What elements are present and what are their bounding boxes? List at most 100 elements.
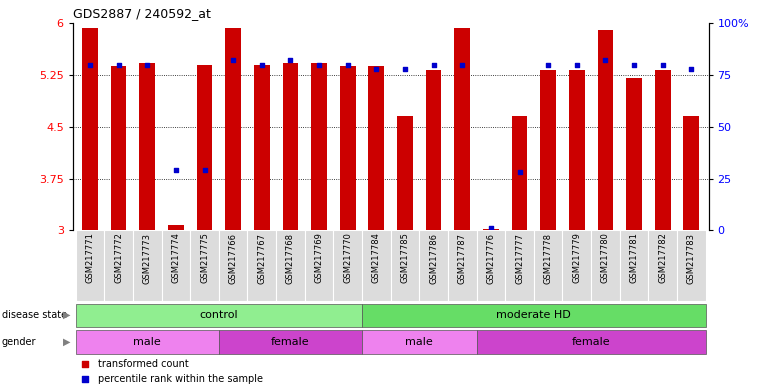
Point — [80, 376, 92, 382]
Text: GSM217779: GSM217779 — [572, 233, 581, 283]
Text: GSM217775: GSM217775 — [200, 233, 209, 283]
Bar — [534, 230, 562, 301]
Bar — [391, 230, 419, 301]
Bar — [197, 65, 212, 230]
Bar — [283, 63, 298, 230]
Text: GSM217782: GSM217782 — [658, 233, 667, 283]
Bar — [333, 230, 362, 301]
Text: GSM217773: GSM217773 — [142, 233, 152, 283]
Text: GSM217776: GSM217776 — [486, 233, 496, 283]
Bar — [655, 70, 670, 230]
Text: GSM217766: GSM217766 — [228, 233, 237, 283]
Bar — [276, 230, 305, 301]
Bar — [483, 229, 499, 230]
Text: GSM217784: GSM217784 — [372, 233, 381, 283]
Bar — [76, 330, 219, 354]
Bar — [476, 230, 506, 301]
Point — [513, 169, 525, 175]
Text: GSM217767: GSM217767 — [257, 233, 267, 283]
Point — [686, 66, 698, 72]
Text: GSM217778: GSM217778 — [544, 233, 553, 283]
Bar — [133, 230, 162, 301]
Point — [170, 167, 182, 173]
Bar — [454, 28, 470, 230]
Bar — [340, 66, 355, 230]
Text: GDS2887 / 240592_at: GDS2887 / 240592_at — [73, 7, 211, 20]
Bar — [104, 230, 133, 301]
Point — [599, 57, 611, 63]
Text: female: female — [571, 337, 611, 347]
Point — [313, 61, 326, 68]
Text: GSM217770: GSM217770 — [343, 233, 352, 283]
Bar — [591, 230, 620, 301]
Point — [113, 61, 125, 68]
Point — [399, 66, 411, 72]
Point — [571, 61, 583, 68]
Point — [141, 61, 153, 68]
Point — [83, 61, 96, 68]
Text: disease state: disease state — [2, 310, 67, 320]
Point — [427, 61, 440, 68]
Text: GSM217781: GSM217781 — [630, 233, 639, 283]
Point — [227, 57, 239, 63]
Bar — [677, 230, 705, 301]
Bar — [476, 330, 705, 354]
Bar — [620, 230, 648, 301]
Text: GSM217772: GSM217772 — [114, 233, 123, 283]
Bar — [362, 230, 391, 301]
Bar — [362, 330, 476, 354]
Bar — [448, 230, 476, 301]
Text: GSM217769: GSM217769 — [315, 233, 323, 283]
Point — [80, 361, 92, 367]
Bar — [562, 230, 591, 301]
Bar — [225, 28, 241, 230]
Bar — [569, 70, 584, 230]
Point — [256, 61, 268, 68]
Text: moderate HD: moderate HD — [496, 310, 571, 320]
Text: GSM217785: GSM217785 — [401, 233, 410, 283]
Point — [342, 61, 354, 68]
Text: percentile rank within the sample: percentile rank within the sample — [98, 374, 264, 384]
Bar — [111, 66, 126, 230]
Point — [542, 61, 555, 68]
Bar — [683, 116, 699, 230]
Bar — [540, 70, 556, 230]
Bar — [397, 116, 413, 230]
Bar — [76, 230, 104, 301]
Point — [198, 167, 211, 173]
Text: GSM217786: GSM217786 — [429, 233, 438, 283]
Point — [628, 61, 640, 68]
Bar — [368, 66, 385, 230]
Bar — [76, 303, 362, 327]
Text: control: control — [199, 310, 238, 320]
Bar — [362, 303, 705, 327]
Text: GSM217783: GSM217783 — [687, 233, 696, 283]
Bar — [219, 330, 362, 354]
Bar — [305, 230, 333, 301]
Bar — [311, 63, 327, 230]
Bar — [247, 230, 276, 301]
Bar — [168, 225, 184, 230]
Bar — [254, 65, 270, 230]
Text: male: male — [133, 337, 161, 347]
Bar — [219, 230, 247, 301]
Point — [656, 61, 669, 68]
Text: ▶: ▶ — [63, 337, 70, 347]
Bar — [648, 230, 677, 301]
Point — [370, 66, 382, 72]
Bar — [512, 116, 528, 230]
Bar — [426, 70, 441, 230]
Text: gender: gender — [2, 337, 36, 347]
Point — [284, 57, 296, 63]
Bar — [162, 230, 190, 301]
Bar — [506, 230, 534, 301]
Text: GSM217768: GSM217768 — [286, 233, 295, 283]
Text: GSM217771: GSM217771 — [86, 233, 94, 283]
Text: ▶: ▶ — [63, 310, 70, 320]
Bar — [190, 230, 219, 301]
Point — [456, 61, 468, 68]
Text: transformed count: transformed count — [98, 359, 189, 369]
Bar — [419, 230, 448, 301]
Point — [485, 225, 497, 232]
Text: female: female — [271, 337, 309, 347]
